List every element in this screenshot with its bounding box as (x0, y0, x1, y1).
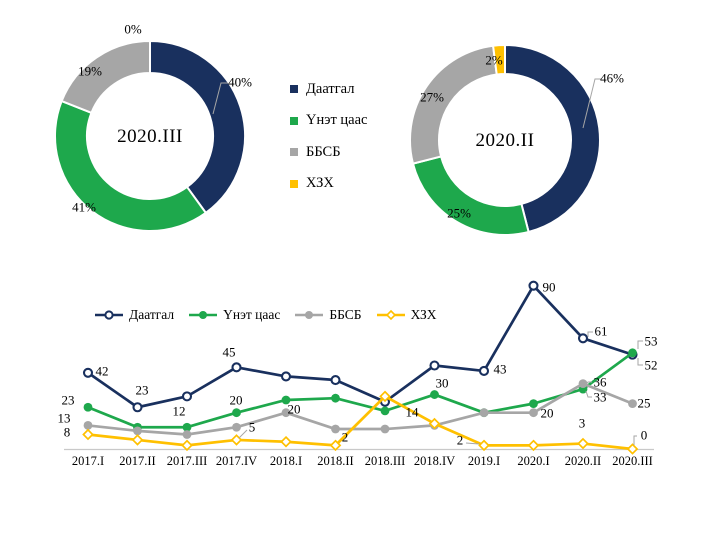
svg-text:0%: 0% (124, 22, 142, 37)
x-axis-label-2018.II: 2018.II (317, 454, 354, 468)
svg-text:33: 33 (594, 390, 607, 405)
donut-slice-Үнэт цаас (54, 99, 208, 232)
svg-text:25: 25 (638, 396, 651, 411)
svg-text:19%: 19% (78, 64, 102, 79)
svg-text:13: 13 (58, 411, 71, 426)
legend-item-unet-tsaas: Үнэт цаас (290, 112, 367, 130)
svg-text:52: 52 (645, 358, 658, 373)
line-legend-marker-unet-tsaas (189, 311, 218, 319)
svg-text:42: 42 (96, 364, 109, 379)
line-legend-marker-bbsb (295, 311, 324, 319)
line-legend-marker-hzh (376, 309, 405, 321)
svg-text:2: 2 (457, 433, 464, 448)
legend-swatch-bbsb (290, 148, 298, 156)
donut-2020-ii: 46% 25% 27% 2% (409, 43, 624, 236)
x-axis-label-2018.IV: 2018.IV (413, 454, 456, 468)
svg-text:23: 23 (62, 393, 75, 408)
series-ХЗХ (82, 390, 639, 455)
line-legend-item-hzh: ХЗХ (376, 307, 437, 323)
svg-text:90: 90 (543, 280, 556, 295)
line-legend-item-bbsb: ББСБ (294, 307, 362, 323)
legend-swatch-unet-tsaas (290, 116, 298, 125)
svg-text:5: 5 (249, 420, 256, 435)
line-legend-item-unet-tsaas: Үнэт цаас (188, 307, 280, 323)
x-axis-label-2017.III: 2017.III (166, 454, 208, 468)
svg-text:43: 43 (494, 362, 507, 377)
svg-text:8: 8 (64, 425, 71, 440)
donut-left-center-label: 2020.III (117, 126, 183, 147)
svg-text:45: 45 (223, 345, 236, 360)
series-ББСБ (83, 379, 637, 439)
donut-slice-Үнэт цаас (411, 155, 530, 236)
donut-slice-ББСБ (60, 39, 151, 115)
svg-text:40%: 40% (228, 75, 252, 90)
x-axis-label-2018.I: 2018.I (269, 454, 303, 468)
svg-text:12: 12 (173, 404, 186, 419)
line-legend-label-bbsb: ББСБ (329, 307, 362, 322)
legend-label-hzh: ХЗХ (306, 175, 334, 191)
svg-text:27%: 27% (420, 90, 444, 105)
svg-text:3: 3 (579, 416, 586, 431)
donut-right-center-label: 2020.II (475, 130, 535, 151)
donut-slice-Даатгал (504, 43, 601, 234)
svg-text:53: 53 (645, 334, 658, 349)
svg-text:20: 20 (230, 393, 243, 408)
line-legend-label-hzh: ХЗХ (410, 307, 437, 322)
legend-label-unet-tsaas: Үнэт цаас (306, 112, 368, 128)
x-axis-label-2017.II: 2017.II (119, 454, 156, 468)
x-axis-label-2019.I: 2019.I (467, 454, 501, 468)
svg-text:0: 0 (641, 428, 648, 443)
series-Даатгал (82, 280, 638, 413)
x-axis-label-2018.III: 2018.III (364, 454, 406, 468)
donut-slice-ХЗХ (491, 43, 506, 76)
svg-text:20: 20 (288, 402, 301, 417)
svg-text:2: 2 (342, 430, 349, 445)
legend-swatch-daatgal (290, 85, 298, 93)
donut-2020-iii: 40% 41% 19% 0% (54, 22, 252, 232)
donut-legend: Даатгал Үнэт цаас ББСБ ХЗХ (290, 80, 367, 206)
line-legend-label-daatgal: Даатгал (129, 307, 175, 322)
legend-label-bbsb: ББСБ (306, 143, 341, 160)
line-chart-legend: Даатгал Үнэт цаас ББСБ ХЗХ (94, 307, 451, 323)
legend-item-bbsb: ББСБ (290, 143, 367, 161)
svg-text:20: 20 (541, 406, 554, 421)
svg-text:36: 36 (594, 375, 608, 390)
legend-label-daatgal: Даатгал (306, 80, 355, 97)
x-axis-labels: 2017.I 2017.II 2017.III 2017.IV 2018.I 2018.I… (0, 454, 717, 472)
line-legend-marker-daatgal (95, 310, 123, 320)
x-axis-label-2020.III: 2020.III (612, 454, 653, 468)
svg-text:30: 30 (436, 376, 449, 391)
svg-text:61: 61 (595, 324, 608, 339)
legend-item-daatgal: Даатгал (290, 80, 367, 98)
svg-text:2%: 2% (485, 53, 503, 68)
line-legend-item-daatgal: Даатгал (94, 307, 174, 323)
x-axis-label-2017.I: 2017.I (71, 454, 105, 468)
svg-text:23: 23 (136, 383, 149, 398)
line-legend-label-unet-tsaas: Үнэт цаас (223, 307, 281, 322)
svg-text:14: 14 (406, 405, 420, 420)
svg-text:46%: 46% (600, 71, 624, 86)
x-axis-label-2020.II: 2020.II (564, 454, 602, 468)
legend-item-hzh: ХЗХ (290, 175, 367, 193)
svg-text:41%: 41% (72, 200, 96, 215)
x-axis-label-2017.IV: 2017.IV (215, 454, 258, 468)
legend-swatch-hzh (290, 179, 298, 188)
x-axis-label-2020.I: 2020.I (517, 454, 550, 468)
svg-text:25%: 25% (447, 206, 471, 221)
